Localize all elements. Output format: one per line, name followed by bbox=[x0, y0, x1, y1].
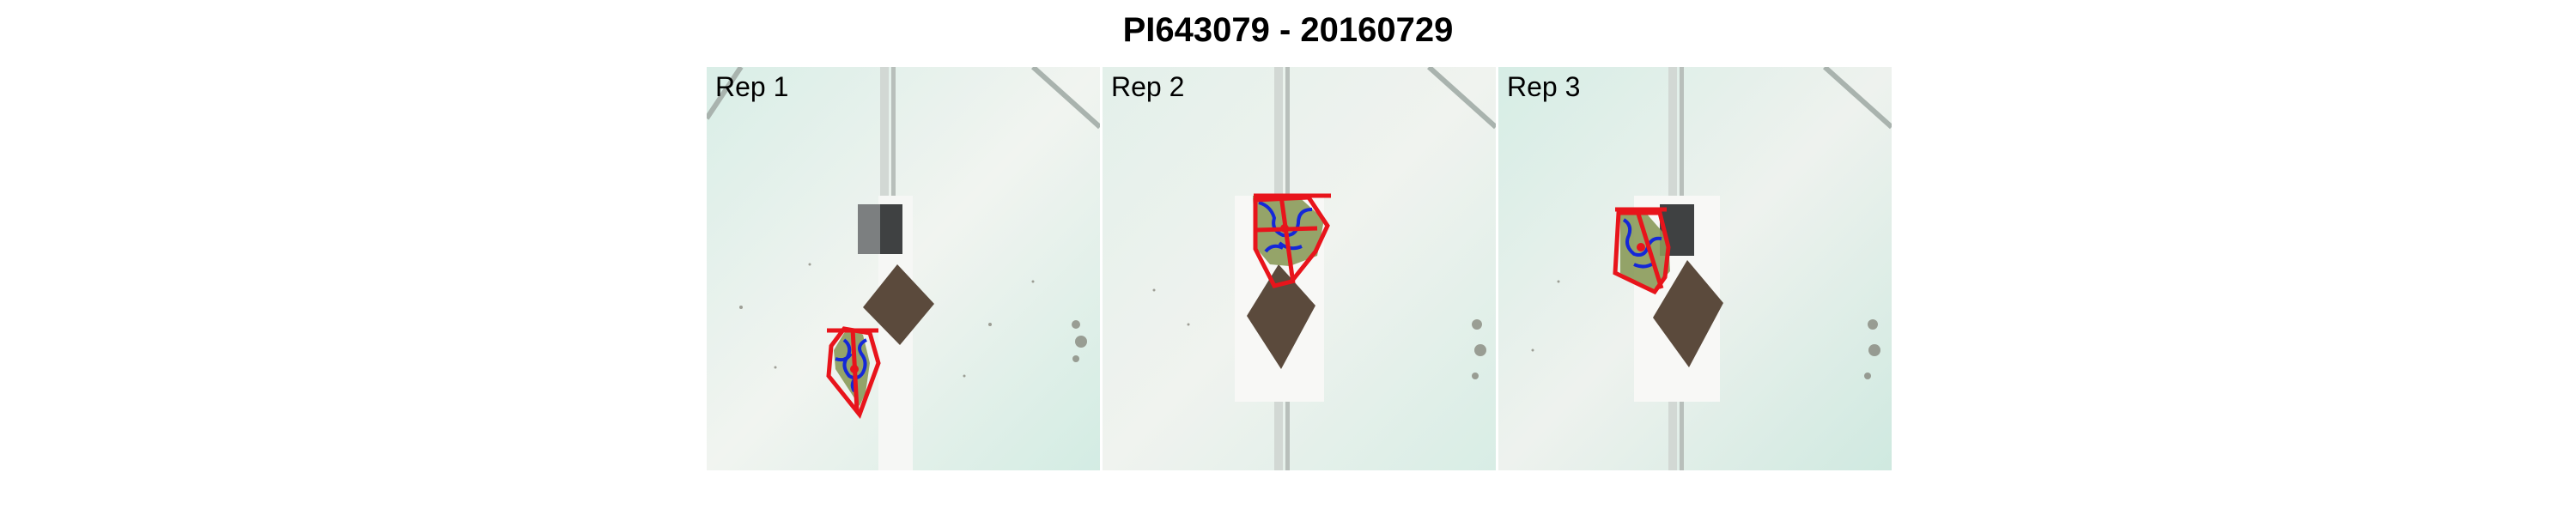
debris bbox=[1531, 280, 1880, 379]
plant-image-rep-3 bbox=[1498, 67, 1892, 470]
figure-title: PI643079 - 20160729 bbox=[1122, 11, 1454, 49]
plant-segmentation bbox=[1613, 207, 1671, 295]
plant-image-rep-2 bbox=[1103, 67, 1496, 470]
plant-image-rep-1 bbox=[707, 67, 1100, 470]
soil-pot bbox=[1247, 264, 1315, 369]
debris bbox=[739, 263, 1087, 378]
image-panel-rep-3: Rep 3 bbox=[1498, 67, 1892, 470]
image-panel-rep-2: Rep 2 bbox=[1103, 67, 1496, 470]
panel-label-rep-3: Rep 3 bbox=[1507, 71, 1581, 102]
soil-pot bbox=[1653, 260, 1723, 367]
hull-outline bbox=[826, 326, 881, 420]
panel-label-rep-2: Rep 2 bbox=[1111, 71, 1185, 102]
hull-outline bbox=[1253, 195, 1330, 288]
plant-segmentation bbox=[826, 326, 881, 420]
debris bbox=[1152, 288, 1486, 379]
image-panel-rep-1: Rep 1 bbox=[707, 67, 1100, 470]
hull-outline bbox=[1613, 210, 1671, 295]
panel-label-rep-1: Rep 1 bbox=[715, 71, 789, 102]
soil-pot bbox=[863, 264, 934, 345]
plant-segmentation bbox=[1253, 193, 1331, 288]
